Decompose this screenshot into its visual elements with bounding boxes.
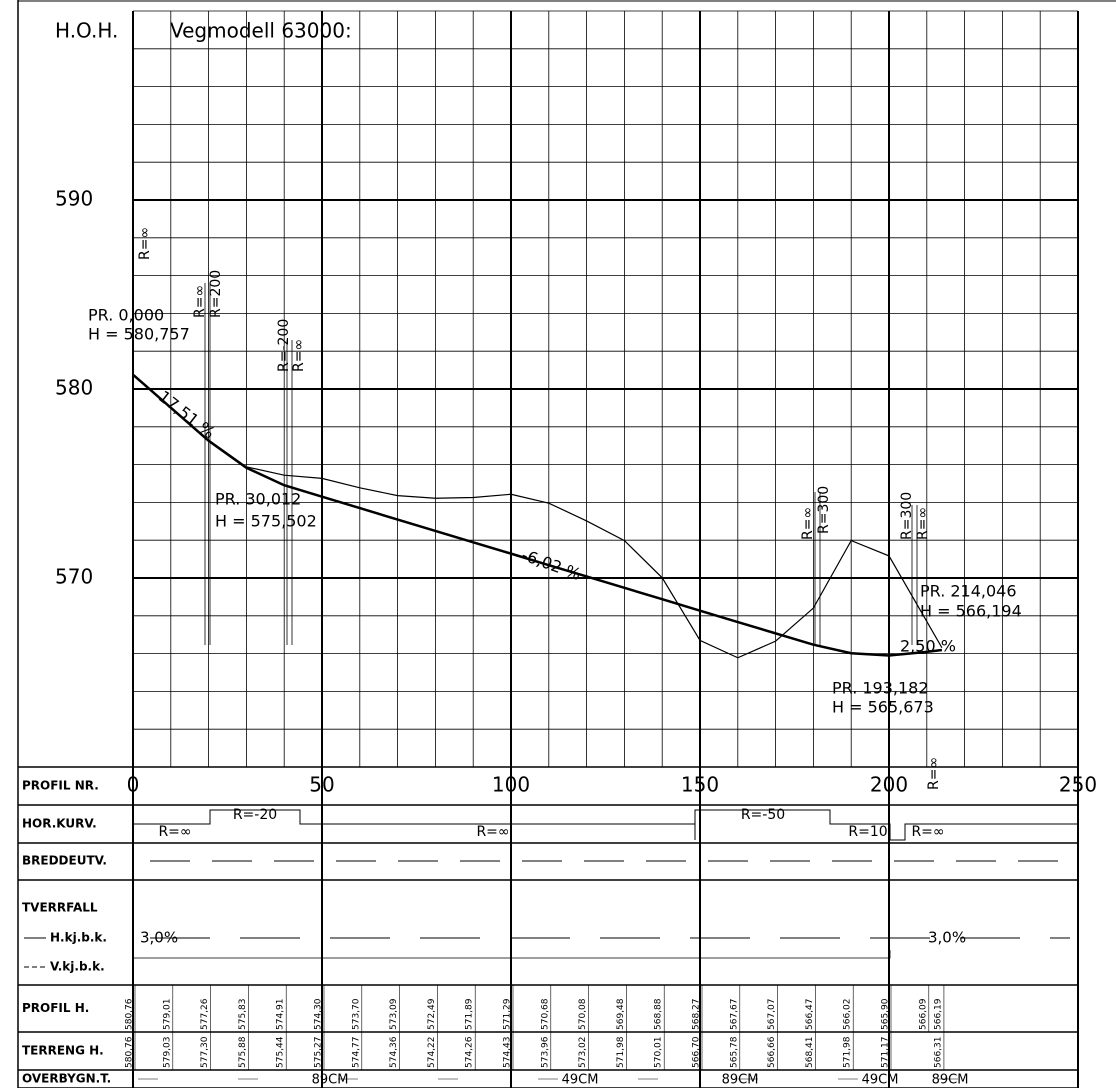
curve-label: R=-200 xyxy=(276,319,292,372)
curve-label: R=∞ xyxy=(192,285,208,318)
value-label: 574,91 xyxy=(276,999,286,1031)
value-label: 575,83 xyxy=(238,999,248,1031)
y-tick-label: 590 xyxy=(55,187,93,211)
terrain-line xyxy=(132,374,943,659)
annotation: H = 580,757 xyxy=(88,325,190,344)
curvature-label: R=10 xyxy=(848,824,887,840)
value-label: 571,89 xyxy=(465,998,475,1030)
row-label: TERRENG H. xyxy=(22,1044,104,1058)
value-label: 574,77 xyxy=(351,1037,361,1069)
curve-label: R=300 xyxy=(899,492,915,540)
curvature-label: R=-50 xyxy=(741,807,785,823)
value-label: 565,90 xyxy=(881,998,891,1030)
value-label: 579,03 xyxy=(162,1037,172,1069)
thickness-label: 49CM xyxy=(562,1073,599,1088)
value-label: 567,07 xyxy=(767,999,777,1031)
value-label: 568,88 xyxy=(654,998,664,1030)
value-label: 571,98 xyxy=(843,1036,853,1068)
curve-label: R=300 xyxy=(816,486,832,534)
curve-label: R=∞ xyxy=(800,507,816,540)
curve-label: R=200 xyxy=(208,270,224,318)
value-label: 574,22 xyxy=(427,1037,437,1069)
value-label: 574,36 xyxy=(389,1036,399,1068)
curvature-line xyxy=(133,809,1078,841)
annotation: PR. 0,000 xyxy=(88,306,164,325)
annotation: 2,50 % xyxy=(900,637,956,656)
value-label: 570,01 xyxy=(654,1037,664,1069)
row-label: PROFIL H. xyxy=(22,1001,89,1015)
thickness-label: 89CM xyxy=(932,1073,969,1088)
curve-label: R=∞ xyxy=(915,507,931,540)
row-label: OVERBYGN.T. xyxy=(22,1072,111,1086)
value-label: 573,09 xyxy=(389,998,399,1030)
curvature-label: R=∞ xyxy=(158,824,191,840)
value-label: 571,98 xyxy=(616,1036,626,1068)
value-label: 575,27 xyxy=(314,1037,324,1069)
value-label: 573,02 xyxy=(578,1037,588,1069)
y-tick-label: 570 xyxy=(55,565,93,589)
value-label: 566,19 xyxy=(933,998,943,1030)
annotation: PR. 193,182 xyxy=(832,679,929,698)
y-axis-label: H.O.H. xyxy=(55,19,118,43)
value-label: 569,48 xyxy=(616,998,626,1030)
thickness-label: 89CM xyxy=(312,1073,349,1088)
row-label: HOR.KURV. xyxy=(22,817,97,831)
tverrfall-legend xyxy=(24,937,46,968)
value-label: 573,96 xyxy=(540,1036,550,1068)
annotation: PR. 30,012 xyxy=(215,490,301,509)
value-label: 570,68 xyxy=(540,998,550,1030)
curvature-label: R=∞ xyxy=(476,824,509,840)
annotation: PR. 214,046 xyxy=(920,582,1017,601)
title: Vegmodell 63000: xyxy=(170,19,352,43)
value-label: 571,17 xyxy=(881,1037,891,1069)
road-line xyxy=(132,373,943,657)
value-label: 566,02 xyxy=(843,999,853,1031)
value-label: 567,67 xyxy=(729,999,739,1031)
row-label: BREDDEUTV. xyxy=(22,854,107,868)
annotation: H = 566,194 xyxy=(920,602,1022,621)
curvature-label: R=∞ xyxy=(911,824,944,840)
row-label: PROFIL NR. xyxy=(22,779,99,793)
value-label: 577,26 xyxy=(200,998,210,1030)
value-label: 574,30 xyxy=(314,998,324,1030)
value-label: 574,43 xyxy=(503,1037,513,1069)
value-label: 566,70 xyxy=(692,1036,702,1068)
curve-label: R=∞ xyxy=(291,339,307,372)
value-label: 580,76 xyxy=(125,998,135,1030)
y-tick-label: 580 xyxy=(55,376,93,400)
value-label: 580,76 xyxy=(125,1036,135,1068)
crossfall-line xyxy=(132,950,891,959)
thickness-label: 49CM xyxy=(862,1073,899,1088)
value-label: 579,01 xyxy=(162,999,172,1031)
value-label: 566,09 xyxy=(918,998,928,1030)
value-label: 566,66 xyxy=(767,1036,777,1068)
value-label: 565,78 xyxy=(729,1036,739,1068)
value-label: 577,30 xyxy=(200,1036,210,1068)
value-label: 566,47 xyxy=(805,999,815,1031)
thickness-label: 89CM xyxy=(722,1073,759,1088)
value-label: 572,49 xyxy=(427,998,437,1030)
value-label: 574,26 xyxy=(465,1036,475,1068)
crossfall-label: 3,0% xyxy=(140,929,178,947)
crossfall-label: 3,0% xyxy=(928,929,966,947)
value-label: 571,29 xyxy=(503,998,513,1030)
row-label: V.kj.b.k. xyxy=(50,960,105,974)
curvature-label: R=-20 xyxy=(233,807,277,823)
value-label: 568,27 xyxy=(692,999,702,1031)
curve-label: R=∞ xyxy=(926,757,942,790)
value-label: 570,08 xyxy=(578,998,588,1030)
curve-label: R=∞ xyxy=(137,227,153,260)
value-label: 575,88 xyxy=(238,1036,248,1068)
value-label: 575,44 xyxy=(276,1036,286,1068)
row-label: H.kj.b.k. xyxy=(50,931,107,945)
value-label: 573,70 xyxy=(351,998,361,1030)
annotation: H = 565,673 xyxy=(832,698,934,717)
row-label: TVERRFALL xyxy=(22,901,98,915)
value-label: 566,31 xyxy=(933,1037,943,1069)
value-label: 568,41 xyxy=(805,1037,815,1069)
annotation: H = 575,502 xyxy=(215,512,317,531)
